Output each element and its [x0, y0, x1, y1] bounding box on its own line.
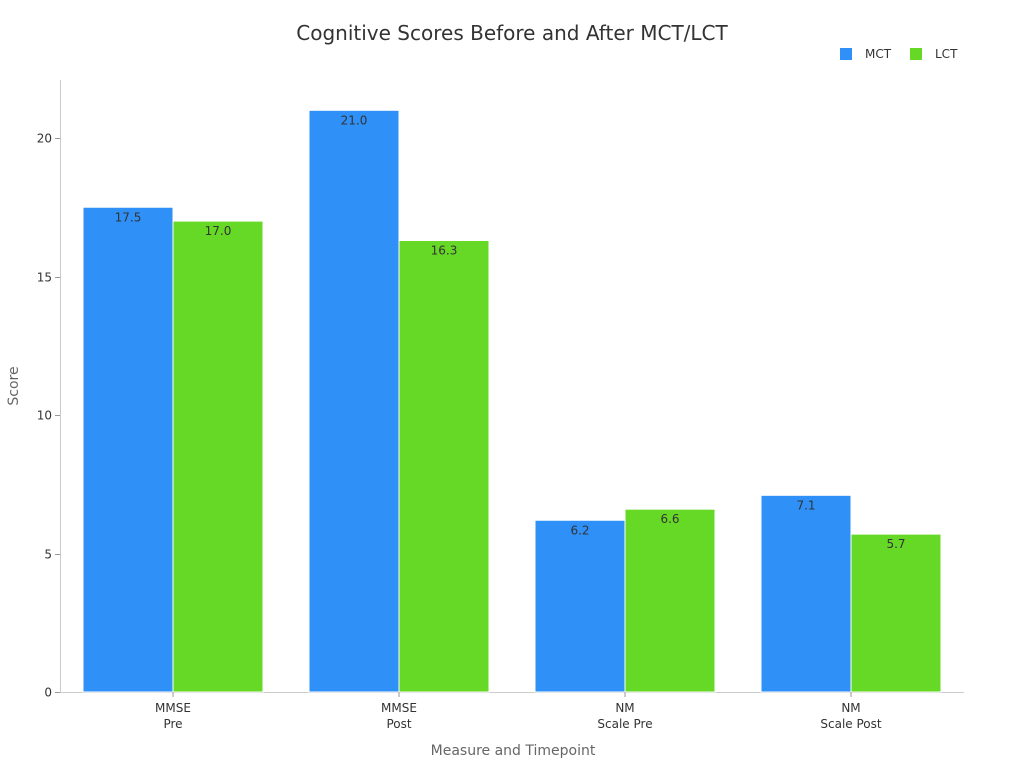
data-label-mct: 21.0	[341, 113, 368, 127]
legend-label-lct: LCT	[935, 47, 958, 61]
x-tick-label-line: Pre	[163, 717, 182, 731]
data-label-lct: 16.3	[431, 243, 458, 257]
bar-mct	[534, 519, 626, 693]
y-axis-label: Score	[6, 366, 22, 405]
bar-lct	[850, 533, 942, 693]
x-tick-label: NM Scale Post	[820, 701, 882, 731]
chart-title: Cognitive Scores Before and After MCT/LC…	[296, 21, 728, 45]
x-tick-label-line: Scale Post	[820, 717, 882, 731]
data-label-lct: 6.6	[660, 512, 679, 526]
data-label-mct: 6.2	[570, 523, 589, 537]
y-axis-ticks: 0 5 10 15 20	[37, 132, 60, 700]
y-tick-label: 10	[37, 409, 52, 423]
y-tick-label: 20	[37, 132, 52, 146]
x-tick-label-line: MMSE	[381, 701, 417, 715]
bar-mct	[308, 109, 400, 693]
bar-lct	[624, 508, 716, 693]
bars	[82, 109, 942, 693]
x-tick-label-line: Post	[386, 717, 411, 731]
x-tick-label: MMSE Pre	[155, 701, 191, 731]
bar-lct	[172, 220, 264, 693]
x-tick-label-line: MMSE	[155, 701, 191, 715]
data-label-lct: 17.0	[205, 224, 232, 238]
x-tick-label: MMSE Post	[381, 701, 417, 731]
data-labels: 17.5 17.0 21.0 16.3 6.2 6.6 7.1 5.7	[115, 113, 906, 551]
x-tick-label: NM Scale Pre	[597, 701, 652, 731]
x-tick-label-line: NM	[615, 701, 634, 715]
x-tick-label-line: Scale Pre	[597, 717, 652, 731]
legend-swatch-mct	[840, 48, 852, 60]
y-tick-label: 0	[44, 686, 52, 700]
x-tick-label-line: NM	[841, 701, 860, 715]
y-tick-label: 15	[37, 271, 52, 285]
legend: MCT LCT	[840, 47, 958, 61]
x-axis-ticks: MMSE Pre MMSE Post NM Scale Pre NM Scale Post	[155, 692, 882, 731]
legend-swatch-lct	[910, 48, 922, 60]
data-label-mct: 7.1	[796, 498, 815, 512]
bar-lct	[398, 239, 490, 693]
legend-label-mct: MCT	[865, 47, 892, 61]
bar-mct	[760, 494, 852, 693]
data-label-lct: 5.7	[886, 537, 905, 551]
x-axis-label: Measure and Timepoint	[431, 743, 596, 759]
data-label-mct: 17.5	[115, 210, 142, 224]
bar-mct	[82, 206, 174, 693]
y-tick-label: 5	[44, 548, 52, 562]
